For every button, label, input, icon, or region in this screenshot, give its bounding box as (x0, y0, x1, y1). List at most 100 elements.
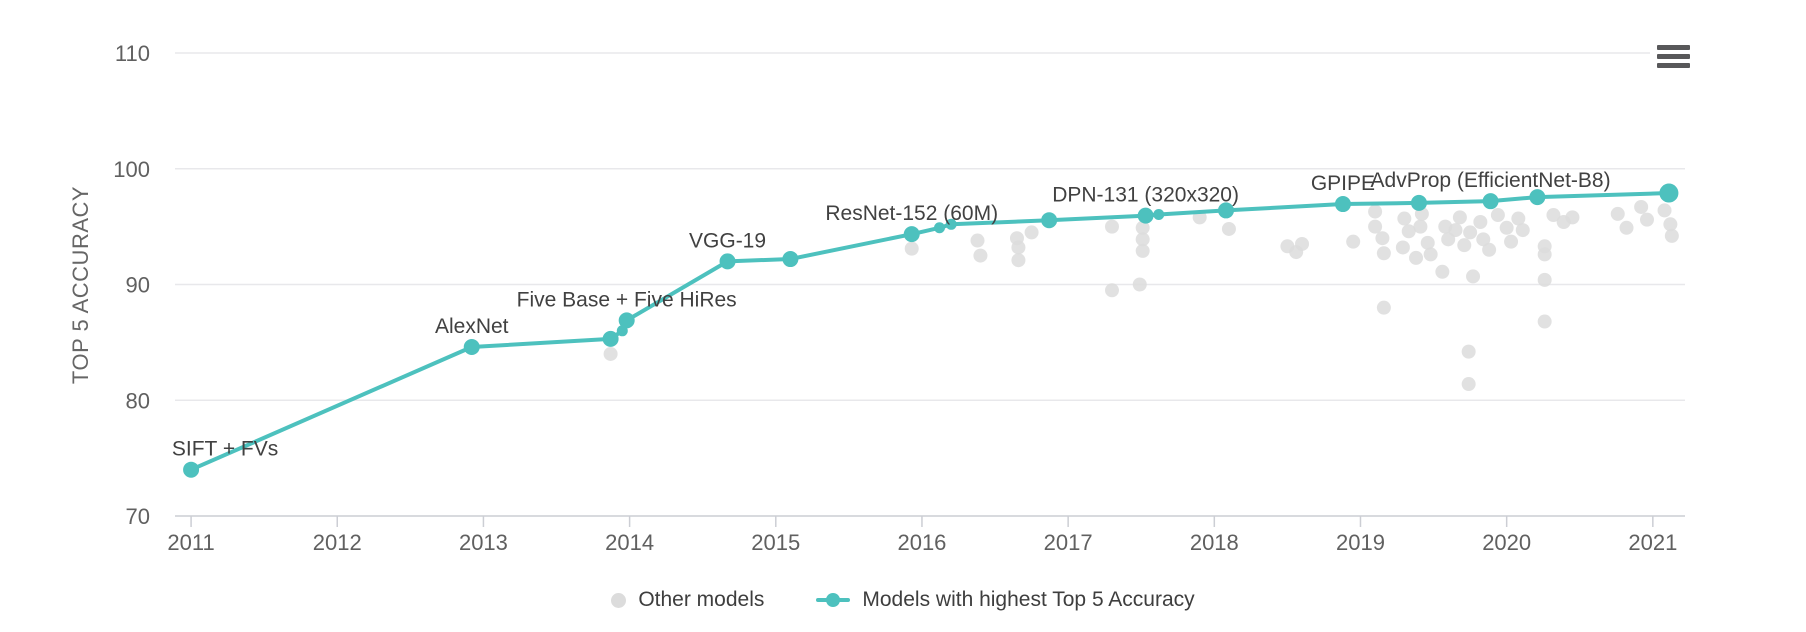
line-point-highest-accuracy[interactable] (782, 251, 799, 268)
scatter-point-other-model[interactable] (1368, 204, 1383, 219)
scatter-point-other-model[interactable] (1619, 220, 1634, 235)
scatter-point-other-model[interactable] (1515, 223, 1530, 238)
line-point-highest-accuracy[interactable] (719, 253, 736, 270)
line-point-highest-accuracy[interactable] (1218, 202, 1235, 219)
y-axis-tick-label: 110 (115, 41, 150, 66)
line-point-highest-accuracy[interactable] (602, 330, 619, 347)
scatter-point-other-model[interactable] (1132, 277, 1147, 292)
scatter-point-other-model[interactable] (1452, 210, 1467, 225)
scatter-point-other-model[interactable] (1504, 234, 1519, 249)
scatter-point-other-model[interactable] (1565, 210, 1580, 225)
legend-item-highest-accuracy[interactable]: Models with highest Top 5 Accuracy (816, 588, 1195, 612)
x-axis-tick-label: 2021 (1628, 530, 1677, 555)
x-axis-tick-label: 2015 (751, 530, 800, 555)
scatter-point-other-model[interactable] (1537, 247, 1552, 262)
scatter-point-other-model[interactable] (1375, 231, 1390, 246)
other-models-marker-icon (611, 592, 627, 608)
scatter-point-other-model[interactable] (1104, 283, 1119, 298)
scatter-point-other-model[interactable] (970, 233, 985, 248)
y-axis-tick-label: 70 (126, 504, 150, 529)
scatter-point-other-model[interactable] (1397, 211, 1412, 226)
line-point-highest-accuracy[interactable] (1137, 207, 1154, 224)
line-point-highest-accuracy[interactable] (945, 218, 957, 230)
x-axis-tick-label: 2016 (897, 530, 946, 555)
line-point-highest-accuracy[interactable] (1529, 189, 1546, 206)
scatter-point-other-model[interactable] (1490, 208, 1505, 223)
scatter-point-other-model[interactable] (1346, 234, 1361, 249)
scatter-point-other-model[interactable] (1104, 219, 1119, 234)
scatter-point-other-model[interactable] (1423, 247, 1438, 262)
scatter-point-other-model[interactable] (1546, 208, 1561, 223)
data-point-label: VGG-19 (689, 229, 766, 252)
scatter-point-other-model[interactable] (1448, 223, 1463, 238)
legend-label-highest-accuracy: Models with highest Top 5 Accuracy (862, 588, 1195, 611)
line-point-highest-accuracy[interactable] (1334, 196, 1351, 213)
legend-item-other-models[interactable]: Other models (611, 588, 764, 612)
x-axis-tick-label: 2011 (167, 530, 214, 555)
scatter-point-other-model[interactable] (973, 248, 988, 263)
hamburger-menu-icon (1657, 53, 1690, 59)
data-point-label: GPIPE (1311, 172, 1375, 195)
line-point-highest-accuracy[interactable] (934, 222, 946, 234)
line-point-highest-accuracy[interactable] (183, 461, 200, 478)
x-axis-tick-label: 2018 (1190, 530, 1239, 555)
scatter-point-other-model[interactable] (1409, 250, 1424, 265)
scatter-point-other-model[interactable] (1657, 203, 1672, 218)
scatter-point-other-model[interactable] (603, 346, 618, 361)
y-axis-tick-label: 90 (126, 273, 150, 298)
line-point-highest-accuracy[interactable] (1659, 183, 1679, 203)
scatter-point-other-model[interactable] (1634, 199, 1649, 214)
scatter-point-other-model[interactable] (1135, 220, 1150, 235)
scatter-point-other-model[interactable] (1376, 246, 1391, 261)
x-axis-tick-label: 2017 (1044, 530, 1093, 555)
line-point-highest-accuracy[interactable] (618, 312, 635, 329)
line-point-highest-accuracy[interactable] (1482, 193, 1499, 210)
scatter-point-other-model[interactable] (1376, 300, 1391, 315)
scatter-point-other-model[interactable] (1476, 232, 1491, 247)
scatter-point-other-model[interactable] (1461, 344, 1476, 359)
scatter-point-other-model[interactable] (1664, 228, 1679, 243)
line-point-highest-accuracy[interactable] (463, 339, 480, 356)
scatter-point-other-model[interactable] (1011, 253, 1026, 268)
x-axis-tick-label: 2012 (313, 530, 362, 555)
scatter-point-other-model[interactable] (1135, 243, 1150, 258)
scatter-point-other-model[interactable] (1413, 219, 1428, 234)
scatter-point-other-model[interactable] (1663, 217, 1678, 232)
scatter-point-other-model[interactable] (1457, 238, 1472, 253)
data-point-label: Five Base + Five HiRes (517, 288, 737, 311)
scatter-point-other-model[interactable] (1473, 214, 1488, 229)
data-point-label: DPN-131 (320x320) (1052, 184, 1239, 207)
scatter-point-other-model[interactable] (904, 241, 919, 256)
scatter-point-other-model[interactable] (1401, 224, 1416, 239)
scatter-point-other-model[interactable] (1024, 225, 1039, 240)
data-point-label: SIFT + FVs (172, 438, 278, 461)
hamburger-menu-icon (1657, 44, 1690, 50)
scatter-point-other-model[interactable] (1511, 211, 1526, 226)
scatter-point-other-model[interactable] (1463, 225, 1478, 240)
scatter-point-other-model[interactable] (1420, 235, 1435, 250)
scatter-point-other-model[interactable] (1610, 206, 1625, 221)
scatter-point-other-model[interactable] (1482, 242, 1497, 257)
scatter-point-other-model[interactable] (1135, 232, 1150, 247)
scatter-point-other-model[interactable] (1466, 269, 1481, 284)
accuracy-chart-canvas: TOP 5 ACCURACY 70 80 90 100 110 2011 2012 2013 2… (68, 41, 1685, 555)
scatter-point-other-model[interactable] (1537, 314, 1552, 329)
scatter-point-other-model[interactable] (1368, 219, 1383, 234)
line-point-highest-accuracy[interactable] (1041, 212, 1058, 229)
line-point-highest-accuracy[interactable] (1410, 194, 1427, 211)
scatter-point-other-model[interactable] (1461, 377, 1476, 392)
chart-context-menu-button[interactable] (1650, 36, 1698, 76)
scatter-point-other-model[interactable] (1395, 240, 1410, 255)
x-axis-tick-label: 2020 (1482, 530, 1531, 555)
scatter-point-other-model[interactable] (1221, 221, 1236, 236)
scatter-point-other-model[interactable] (1295, 236, 1310, 251)
scatter-point-other-model[interactable] (1499, 220, 1514, 235)
scatter-point-other-model[interactable] (1639, 212, 1654, 227)
data-point-label: AlexNet (435, 315, 509, 338)
y-axis-tick-label: 100 (113, 157, 150, 182)
scatter-point-other-model[interactable] (1435, 264, 1450, 279)
scatter-point-other-model[interactable] (1537, 272, 1552, 287)
line-point-highest-accuracy[interactable] (1153, 208, 1165, 220)
line-point-highest-accuracy[interactable] (903, 226, 920, 243)
scatter-point-other-model[interactable] (1011, 240, 1026, 255)
